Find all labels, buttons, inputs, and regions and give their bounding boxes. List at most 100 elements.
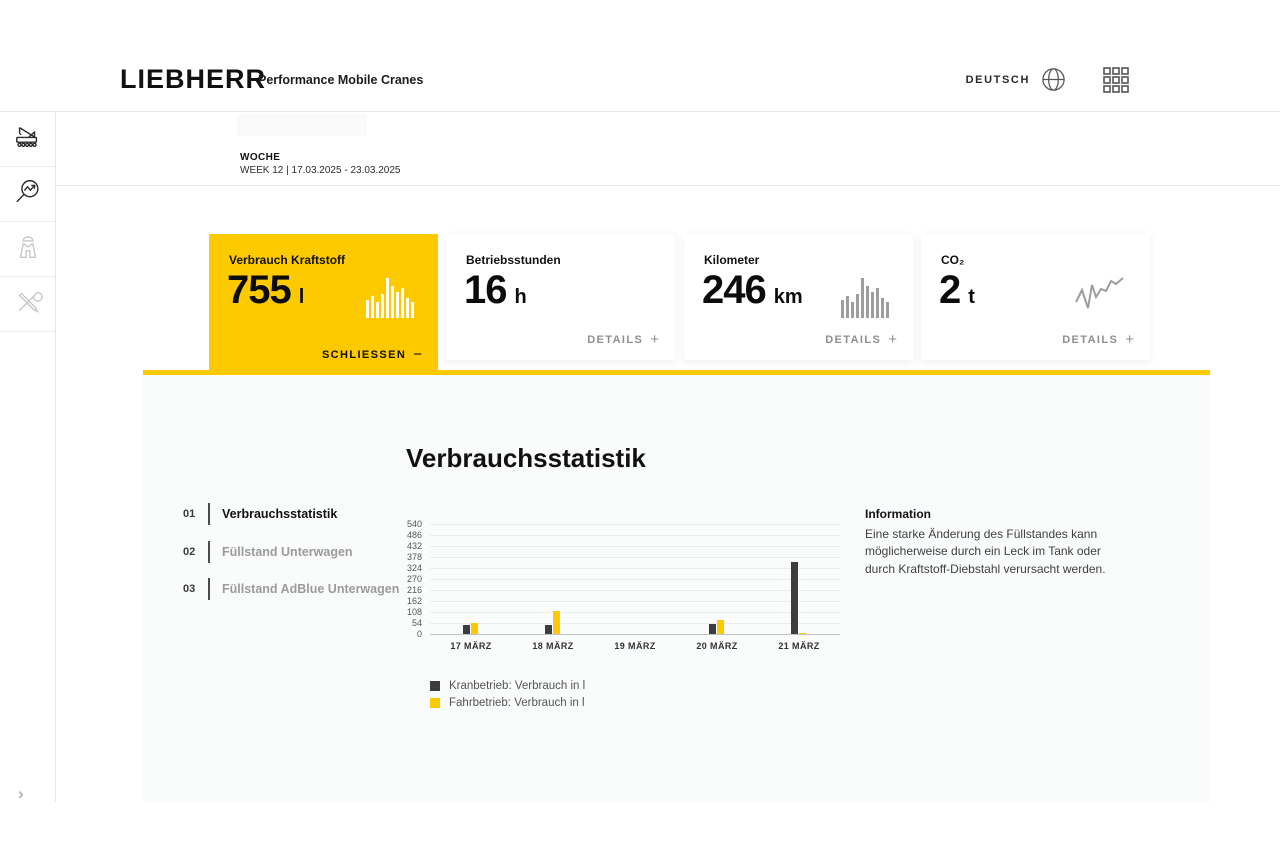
chart-bar	[553, 610, 560, 634]
divider	[56, 185, 1280, 186]
nav-separator	[208, 578, 210, 600]
legend-swatch	[430, 680, 440, 691]
kpi-card-co2[interactable]: CO₂ 2 t DETAILS +	[921, 234, 1150, 360]
chart-bar	[799, 633, 806, 634]
chart-gridline	[430, 601, 840, 602]
period-label: WOCHE	[240, 152, 281, 163]
kpi-title: Verbrauch Kraftstoff	[229, 253, 346, 267]
chart-bar	[545, 624, 552, 634]
kpi-title: Kilometer	[704, 253, 760, 267]
liebherr-logo: LIEBHERR	[120, 64, 267, 94]
legend-label: Kranbetrieb: Verbrauch in l	[449, 679, 586, 692]
y-tick-label: 432	[406, 541, 422, 551]
kpi-value: 246 km	[702, 268, 803, 312]
chart-bar	[791, 561, 798, 634]
chart-gridline	[430, 623, 840, 624]
chart-gridline	[430, 535, 840, 536]
bar-chart-icon	[841, 272, 895, 323]
chart-plot	[430, 524, 840, 635]
sidebar-item-crane[interactable]	[0, 112, 55, 167]
schliessen-button[interactable]: SCHLIESSEN −	[321, 346, 422, 363]
chart-legend: Kranbetrieb: Verbrauch in l Fahrbetrieb: …	[430, 677, 585, 711]
sidebar-expand-chevron[interactable]: ›	[18, 784, 24, 803]
y-tick-label: 216	[406, 585, 422, 595]
y-tick-label: 486	[406, 530, 422, 540]
header	[0, 0, 1280, 112]
language-selector[interactable]: DEUTSCH	[965, 73, 1030, 86]
kpi-card-kilometer[interactable]: Kilometer 246 km DETAILS +	[684, 234, 913, 360]
chart-gridline	[430, 557, 840, 558]
mobile-crane-icon	[13, 122, 43, 157]
stats-heading: Verbrauchsstatistik	[406, 443, 646, 473]
chart-bar	[471, 623, 478, 634]
x-tick-label: 20 MÄRZ	[696, 641, 738, 651]
chart-gridline	[430, 524, 840, 525]
stats-nav-fuellstand-unterwagen[interactable]: 02 Füllstand Unterwagen	[183, 541, 353, 563]
performance-analytics-icon	[13, 177, 43, 212]
x-tick-label: 21 MÄRZ	[778, 641, 820, 651]
legend-item: Kranbetrieb: Verbrauch in l	[430, 677, 585, 694]
x-tick-label: 18 MÄRZ	[532, 641, 574, 651]
kpi-title: Betriebsstunden	[466, 253, 561, 267]
nav-separator	[208, 541, 210, 563]
information-panel: Information Eine starke Änderung des Fül…	[865, 507, 1133, 578]
chart-bar	[463, 624, 470, 634]
operator-vest-icon	[13, 232, 43, 267]
header-actions: DEUTSCH	[966, 66, 1129, 93]
chart-gridline	[430, 546, 840, 547]
information-title: Information	[865, 507, 931, 521]
service-tools-icon	[13, 287, 43, 322]
line-chart-icon	[1074, 272, 1132, 321]
sidebar-item-operator[interactable]	[0, 222, 55, 277]
chart-bar	[717, 619, 724, 634]
accent-rule	[143, 370, 1210, 375]
information-text: Eine starke Änderung des Füllstandes kan…	[865, 527, 1106, 576]
legend-swatch	[430, 697, 440, 708]
stats-nav-fuellstand-adblue[interactable]: 03 Füllstand AdBlue Unterwagen	[183, 578, 399, 600]
chart-y-axis: 540 486 432 378 324 270 216 162 108 54 0	[392, 519, 422, 639]
details-button[interactable]: DETAILS +	[825, 331, 897, 348]
kpi-card-verbrauch-kraftstoff[interactable]: Verbrauch Kraftstoff 755 l SCHLIESSEN −	[209, 234, 438, 375]
kpi-value: 16 h	[464, 268, 527, 312]
y-tick-label: 378	[406, 552, 422, 562]
details-button[interactable]: DETAILS +	[587, 331, 659, 348]
y-tick-label: 324	[406, 563, 422, 573]
sidebar-item-service[interactable]	[0, 277, 55, 332]
y-tick-label: 270	[406, 574, 422, 584]
chart-x-axis: 17 MÄRZ 18 MÄRZ 19 MÄRZ 20 MÄRZ 21 MÄRZ	[430, 641, 840, 655]
bar-chart-icon	[366, 272, 420, 323]
app-title: Performance Mobile Cranes	[258, 73, 424, 87]
x-tick-label: 19 MÄRZ	[614, 641, 656, 651]
kpi-card-betriebsstunden[interactable]: Betriebsstunden 16 h DETAILS +	[446, 234, 675, 360]
minus-icon: −	[413, 346, 422, 363]
plus-icon: +	[650, 331, 659, 348]
nav-separator	[208, 503, 210, 525]
details-button[interactable]: DETAILS +	[1062, 331, 1134, 348]
chart-gridline	[430, 568, 840, 569]
globe-icon[interactable]	[1040, 66, 1067, 93]
sidebar	[0, 112, 56, 802]
chart-gridline	[430, 579, 840, 580]
y-tick-label: 0	[416, 629, 422, 639]
apps-grid-icon[interactable]	[1103, 66, 1129, 93]
chart-bar	[709, 624, 716, 634]
period-value: WEEK 12 | 17.03.2025 - 23.03.2025	[240, 164, 401, 176]
period-selector[interactable]: WOCHE WEEK 12 | 17.03.2025 - 23.03.2025	[240, 152, 401, 177]
chart-gridline	[430, 634, 840, 635]
stats-nav-verbrauchsstatistik[interactable]: 01 Verbrauchsstatistik	[183, 503, 337, 525]
stats-panel	[143, 375, 1210, 802]
kpi-value: 2 t	[939, 268, 975, 312]
x-tick-label: 17 MÄRZ	[450, 641, 492, 651]
y-tick-label: 108	[406, 607, 422, 617]
kpi-value: 755 l	[227, 268, 305, 312]
faded-dropdown-ghost	[237, 114, 367, 136]
sidebar-item-performance[interactable]	[0, 167, 55, 222]
plus-icon: +	[888, 331, 897, 348]
y-tick-label: 54	[411, 618, 422, 628]
y-tick-label: 540	[406, 519, 422, 529]
legend-label: Fahrbetrieb: Verbrauch in l	[449, 696, 585, 709]
chart-gridline	[430, 590, 840, 591]
kpi-title: CO₂	[941, 253, 965, 267]
legend-item: Fahrbetrieb: Verbrauch in l	[430, 694, 585, 711]
chart-gridline	[430, 612, 840, 613]
